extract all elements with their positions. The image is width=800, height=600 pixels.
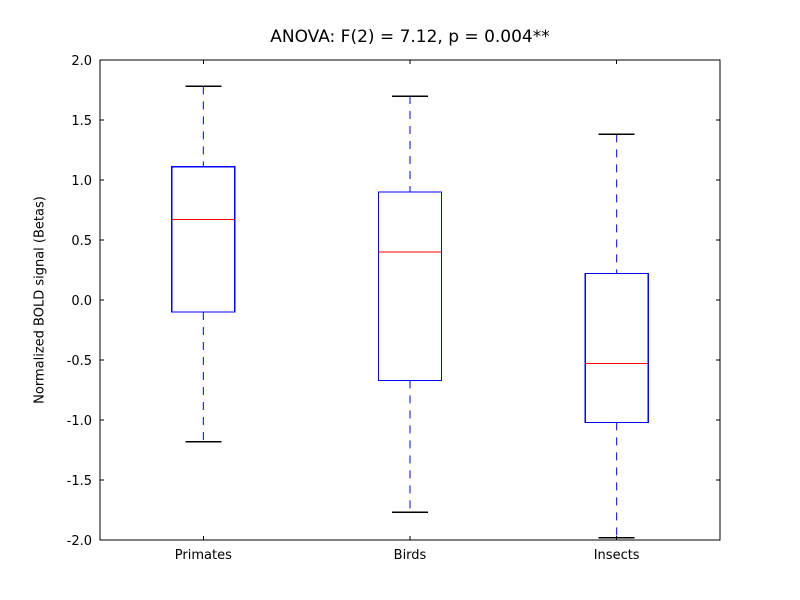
box-birds [377,191,443,381]
y-tick-label: 1.0 [71,174,92,189]
y-tick-label: 0.0 [71,294,92,309]
box-primates [171,166,236,313]
x-tick-label: Birds [394,548,427,563]
chart-title: ANOVA: F(2) = 7.12, p = 0.004** [270,27,550,47]
y-tick-label: 1.5 [71,114,92,129]
x-tick-label: Insects [594,548,640,563]
y-tick-label: -2.0 [67,534,92,549]
y-tick-label: -0.5 [67,354,92,369]
y-tick-label: -1.0 [67,414,92,429]
y-tick-label: 0.5 [71,234,92,249]
y-tick-label: -1.5 [67,474,92,489]
box-insects [584,273,649,424]
y-tick-label: 2.0 [71,54,92,69]
x-tick-label: Primates [175,548,232,563]
